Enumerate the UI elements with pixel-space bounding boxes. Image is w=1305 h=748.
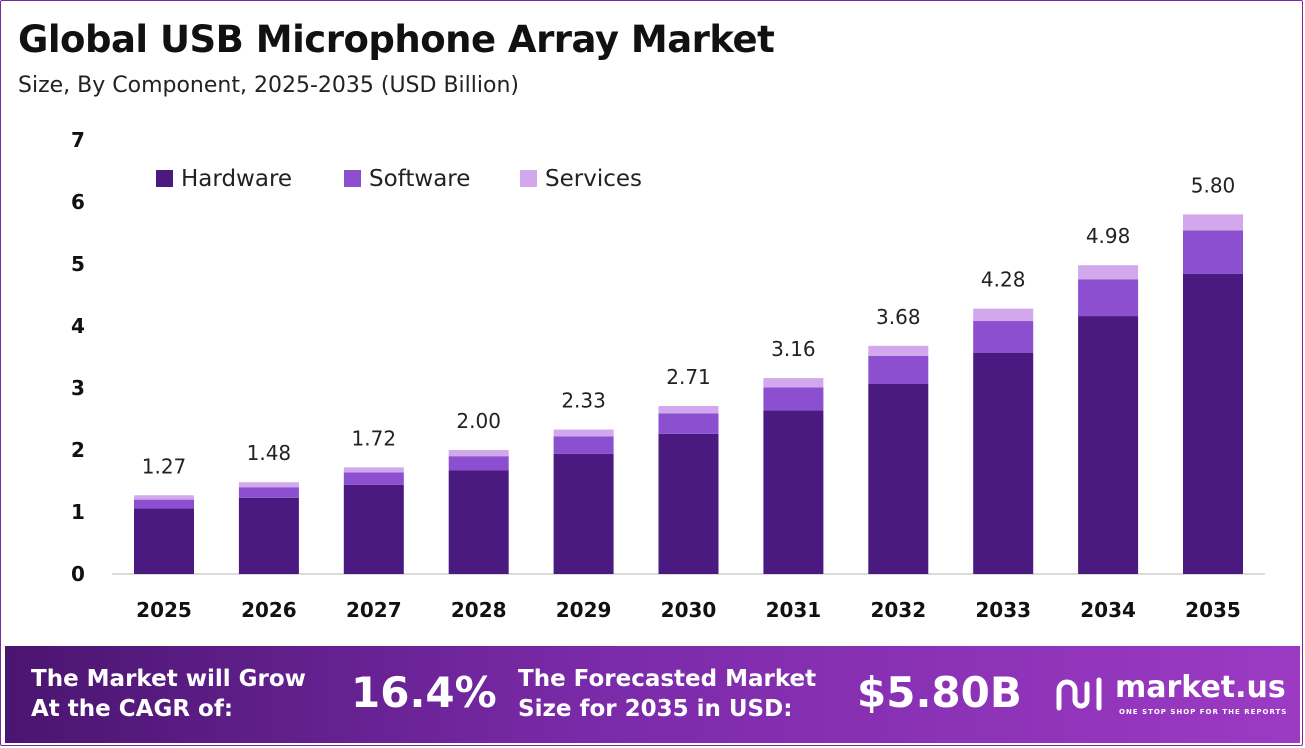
- bar-segment-software: [868, 355, 929, 384]
- bar-total-label: 2.33: [561, 389, 606, 413]
- bar-segment-hardware: [1183, 273, 1243, 574]
- bar-segment-services: [763, 378, 824, 388]
- bar-total-label: 2.71: [666, 365, 711, 389]
- bar-segment-services: [658, 405, 719, 414]
- y-tick-label: 5: [71, 252, 85, 276]
- footer-banner: The Market will Grow At the CAGR of: 16.…: [5, 646, 1300, 743]
- bar-segment-software: [658, 413, 719, 434]
- bar-segment-software: [763, 387, 824, 411]
- bar-segment-services: [1078, 265, 1139, 280]
- y-tick-label: 6: [71, 190, 85, 214]
- x-tick-label: 2035: [1185, 598, 1241, 622]
- bar-segment-services: [868, 345, 929, 356]
- y-tick-label: 1: [71, 500, 85, 524]
- bar-segment-software: [973, 321, 1034, 353]
- bar-segment-hardware: [238, 497, 299, 574]
- bar-segment-software: [134, 499, 194, 509]
- bar-segment-hardware: [134, 508, 194, 574]
- y-tick-label: 3: [71, 376, 85, 400]
- bar-total-label: 1.27: [142, 454, 187, 478]
- x-tick-label: 2025: [136, 598, 192, 622]
- y-tick-label: 2: [71, 438, 85, 462]
- cagr-label-line1: The Market will Grow: [31, 666, 306, 692]
- bar-segment-software: [448, 456, 509, 471]
- legend-swatch-hardware: [156, 170, 173, 187]
- brand-tagline: ONE STOP SHOP FOR THE REPORTS: [1119, 708, 1288, 716]
- bar-segment-services: [134, 495, 194, 500]
- cagr-label-line2: At the CAGR of:: [31, 696, 234, 722]
- bar-segment-hardware: [868, 383, 929, 574]
- brand-name: market.us: [1115, 670, 1286, 705]
- y-tick-label: 0: [71, 562, 85, 586]
- bar-segment-services: [1183, 214, 1243, 231]
- x-tick-label: 2030: [661, 598, 717, 622]
- x-tick-label: 2027: [346, 598, 402, 622]
- legend-label-hardware: Hardware: [181, 166, 292, 192]
- legend-label-software: Software: [369, 166, 470, 192]
- bar-total-label: 3.16: [771, 337, 816, 361]
- bar-total-label: 2.00: [456, 409, 501, 433]
- bar-total-label: 4.28: [981, 268, 1026, 292]
- x-tick-label: 2028: [451, 598, 507, 622]
- x-tick-label: 2026: [241, 598, 297, 622]
- bar-segment-software: [238, 487, 299, 498]
- forecast-value: $5.80B: [857, 668, 1022, 717]
- bar-segment-hardware: [973, 352, 1034, 574]
- x-tick-label: 2031: [766, 598, 822, 622]
- legend-swatch-services: [520, 170, 537, 187]
- forecast-label-line1: The Forecasted Market: [518, 666, 817, 692]
- x-tick-label: 2029: [556, 598, 612, 622]
- bar-segment-hardware: [448, 470, 509, 574]
- bar-segment-services: [238, 482, 299, 488]
- x-tick-label: 2032: [870, 598, 926, 622]
- stacked-bar-chart: 0 1 2 3 4 5 6 7 1.27 2025 1.48 2026 1.72 2027 2.00 2028…: [71, 128, 1265, 622]
- bar-total-label: 5.80: [1191, 173, 1236, 197]
- legend-label-services: Services: [545, 166, 642, 192]
- forecast-label-line2: Size for 2035 in USD:: [518, 696, 793, 722]
- bar-segment-hardware: [1078, 316, 1139, 574]
- bar-segment-hardware: [553, 453, 614, 574]
- bar-total-label: 4.98: [1086, 224, 1131, 248]
- bar-segment-software: [1183, 230, 1243, 274]
- bar-total-label: 1.72: [352, 426, 397, 450]
- bar-segment-hardware: [343, 484, 404, 574]
- bar-segment-software: [1078, 279, 1139, 317]
- bar-segment-services: [448, 450, 509, 457]
- bar-total-label: 3.68: [876, 305, 921, 329]
- market-us-logo-icon: [1056, 677, 1102, 711]
- bar-segment-hardware: [763, 410, 824, 574]
- bar-segment-services: [343, 467, 404, 473]
- cagr-value: 16.4%: [351, 668, 497, 717]
- bar-segment-hardware: [658, 433, 719, 574]
- y-tick-label: 7: [71, 128, 85, 152]
- bar-segment-software: [553, 436, 614, 454]
- bar-segment-services: [973, 308, 1034, 322]
- chart-title: Global USB Microphone Array Market: [18, 18, 775, 61]
- bar-segment-software: [343, 472, 404, 485]
- bar-segment-services: [553, 429, 614, 437]
- y-tick-label: 4: [71, 314, 85, 338]
- x-tick-label: 2033: [975, 598, 1031, 622]
- chart-subtitle: Size, By Component, 2025-2035 (USD Billi…: [18, 73, 519, 98]
- x-tick-label: 2034: [1080, 598, 1136, 622]
- bar-total-label: 1.48: [247, 441, 292, 465]
- legend-swatch-software: [344, 170, 361, 187]
